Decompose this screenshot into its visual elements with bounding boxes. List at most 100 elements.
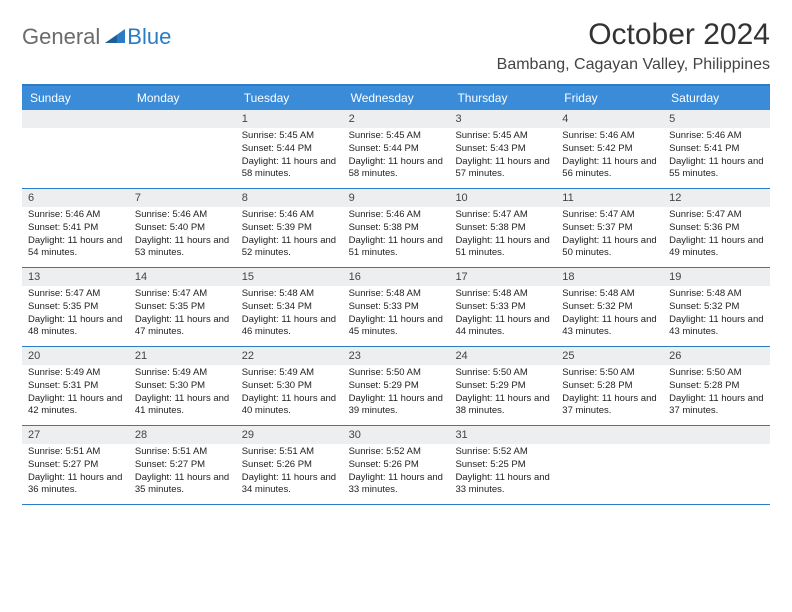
- day-number: 10: [449, 189, 556, 207]
- sunset-text: Sunset: 5:25 PM: [455, 459, 550, 472]
- day-number: [556, 426, 663, 444]
- daylight-text: Daylight: 11 hours and 49 minutes.: [669, 235, 764, 261]
- cell-body: Sunrise: 5:48 AMSunset: 5:33 PMDaylight:…: [449, 286, 556, 343]
- week-row: 27Sunrise: 5:51 AMSunset: 5:27 PMDayligh…: [22, 426, 770, 505]
- calendar-cell: 16Sunrise: 5:48 AMSunset: 5:33 PMDayligh…: [343, 268, 450, 346]
- sunrise-text: Sunrise: 5:48 AM: [455, 288, 550, 301]
- sunset-text: Sunset: 5:41 PM: [28, 222, 123, 235]
- week-row: 20Sunrise: 5:49 AMSunset: 5:31 PMDayligh…: [22, 347, 770, 426]
- day-number: 22: [236, 347, 343, 365]
- cell-body: Sunrise: 5:46 AMSunset: 5:39 PMDaylight:…: [236, 207, 343, 264]
- day-number: 15: [236, 268, 343, 286]
- calendar-cell: [663, 426, 770, 504]
- cell-body: Sunrise: 5:51 AMSunset: 5:27 PMDaylight:…: [22, 444, 129, 501]
- calendar-cell: 8Sunrise: 5:46 AMSunset: 5:39 PMDaylight…: [236, 189, 343, 267]
- cell-body: Sunrise: 5:48 AMSunset: 5:34 PMDaylight:…: [236, 286, 343, 343]
- week-row: 13Sunrise: 5:47 AMSunset: 5:35 PMDayligh…: [22, 268, 770, 347]
- sunset-text: Sunset: 5:33 PM: [349, 301, 444, 314]
- sunrise-text: Sunrise: 5:49 AM: [28, 367, 123, 380]
- calendar-cell: 19Sunrise: 5:48 AMSunset: 5:32 PMDayligh…: [663, 268, 770, 346]
- day-number: 7: [129, 189, 236, 207]
- day-header: Wednesday: [343, 86, 450, 110]
- daylight-text: Daylight: 11 hours and 43 minutes.: [669, 314, 764, 340]
- calendar-cell: 11Sunrise: 5:47 AMSunset: 5:37 PMDayligh…: [556, 189, 663, 267]
- day-number: 5: [663, 110, 770, 128]
- sunrise-text: Sunrise: 5:48 AM: [242, 288, 337, 301]
- sunset-text: Sunset: 5:44 PM: [242, 143, 337, 156]
- cell-body: Sunrise: 5:47 AMSunset: 5:35 PMDaylight:…: [129, 286, 236, 343]
- calendar-cell: 15Sunrise: 5:48 AMSunset: 5:34 PMDayligh…: [236, 268, 343, 346]
- cell-body: Sunrise: 5:50 AMSunset: 5:29 PMDaylight:…: [343, 365, 450, 422]
- calendar-cell: 4Sunrise: 5:46 AMSunset: 5:42 PMDaylight…: [556, 110, 663, 188]
- sunrise-text: Sunrise: 5:47 AM: [669, 209, 764, 222]
- day-header: Thursday: [449, 86, 556, 110]
- sunset-text: Sunset: 5:39 PM: [242, 222, 337, 235]
- daylight-text: Daylight: 11 hours and 56 minutes.: [562, 156, 657, 182]
- day-number: 3: [449, 110, 556, 128]
- calendar-cell: 13Sunrise: 5:47 AMSunset: 5:35 PMDayligh…: [22, 268, 129, 346]
- sunset-text: Sunset: 5:27 PM: [135, 459, 230, 472]
- sunrise-text: Sunrise: 5:48 AM: [669, 288, 764, 301]
- cell-body: Sunrise: 5:51 AMSunset: 5:26 PMDaylight:…: [236, 444, 343, 501]
- day-header: Friday: [556, 86, 663, 110]
- sunrise-text: Sunrise: 5:45 AM: [455, 130, 550, 143]
- sunset-text: Sunset: 5:42 PM: [562, 143, 657, 156]
- sunset-text: Sunset: 5:44 PM: [349, 143, 444, 156]
- calendar-cell: 21Sunrise: 5:49 AMSunset: 5:30 PMDayligh…: [129, 347, 236, 425]
- cell-body: Sunrise: 5:49 AMSunset: 5:30 PMDaylight:…: [236, 365, 343, 422]
- day-number: 23: [343, 347, 450, 365]
- calendar-cell: 17Sunrise: 5:48 AMSunset: 5:33 PMDayligh…: [449, 268, 556, 346]
- daylight-text: Daylight: 11 hours and 55 minutes.: [669, 156, 764, 182]
- calendar-cell: 10Sunrise: 5:47 AMSunset: 5:38 PMDayligh…: [449, 189, 556, 267]
- daylight-text: Daylight: 11 hours and 51 minutes.: [349, 235, 444, 261]
- calendar-cell: 9Sunrise: 5:46 AMSunset: 5:38 PMDaylight…: [343, 189, 450, 267]
- calendar-cell: 20Sunrise: 5:49 AMSunset: 5:31 PMDayligh…: [22, 347, 129, 425]
- day-number: 13: [22, 268, 129, 286]
- daylight-text: Daylight: 11 hours and 34 minutes.: [242, 472, 337, 498]
- sunrise-text: Sunrise: 5:52 AM: [349, 446, 444, 459]
- calendar-cell: 12Sunrise: 5:47 AMSunset: 5:36 PMDayligh…: [663, 189, 770, 267]
- sunrise-text: Sunrise: 5:47 AM: [562, 209, 657, 222]
- calendar-cell: 31Sunrise: 5:52 AMSunset: 5:25 PMDayligh…: [449, 426, 556, 504]
- sunset-text: Sunset: 5:41 PM: [669, 143, 764, 156]
- day-number: 4: [556, 110, 663, 128]
- calendar-cell: [129, 110, 236, 188]
- calendar-cell: 23Sunrise: 5:50 AMSunset: 5:29 PMDayligh…: [343, 347, 450, 425]
- day-number: 8: [236, 189, 343, 207]
- sunset-text: Sunset: 5:38 PM: [455, 222, 550, 235]
- sunrise-text: Sunrise: 5:47 AM: [135, 288, 230, 301]
- daylight-text: Daylight: 11 hours and 33 minutes.: [349, 472, 444, 498]
- sunset-text: Sunset: 5:28 PM: [562, 380, 657, 393]
- cell-body: Sunrise: 5:50 AMSunset: 5:28 PMDaylight:…: [663, 365, 770, 422]
- sunset-text: Sunset: 5:32 PM: [669, 301, 764, 314]
- daylight-text: Daylight: 11 hours and 40 minutes.: [242, 393, 337, 419]
- daylight-text: Daylight: 11 hours and 57 minutes.: [455, 156, 550, 182]
- cell-body: Sunrise: 5:50 AMSunset: 5:29 PMDaylight:…: [449, 365, 556, 422]
- day-number: 17: [449, 268, 556, 286]
- sunrise-text: Sunrise: 5:46 AM: [349, 209, 444, 222]
- day-number: 29: [236, 426, 343, 444]
- cell-body: Sunrise: 5:48 AMSunset: 5:32 PMDaylight:…: [556, 286, 663, 343]
- daylight-text: Daylight: 11 hours and 47 minutes.: [135, 314, 230, 340]
- sunset-text: Sunset: 5:32 PM: [562, 301, 657, 314]
- cell-body: Sunrise: 5:48 AMSunset: 5:33 PMDaylight:…: [343, 286, 450, 343]
- cell-body: Sunrise: 5:52 AMSunset: 5:25 PMDaylight:…: [449, 444, 556, 501]
- sunrise-text: Sunrise: 5:45 AM: [349, 130, 444, 143]
- daylight-text: Daylight: 11 hours and 43 minutes.: [562, 314, 657, 340]
- location-subtitle: Bambang, Cagayan Valley, Philippines: [497, 56, 770, 74]
- daylight-text: Daylight: 11 hours and 54 minutes.: [28, 235, 123, 261]
- day-header: Tuesday: [236, 86, 343, 110]
- sunset-text: Sunset: 5:33 PM: [455, 301, 550, 314]
- sunrise-text: Sunrise: 5:45 AM: [242, 130, 337, 143]
- logo-text-blue: Blue: [127, 24, 171, 50]
- calendar-cell: [556, 426, 663, 504]
- sunset-text: Sunset: 5:35 PM: [135, 301, 230, 314]
- title-block: October 2024 Bambang, Cagayan Valley, Ph…: [497, 18, 770, 74]
- cell-body: Sunrise: 5:47 AMSunset: 5:37 PMDaylight:…: [556, 207, 663, 264]
- sunset-text: Sunset: 5:40 PM: [135, 222, 230, 235]
- daylight-text: Daylight: 11 hours and 46 minutes.: [242, 314, 337, 340]
- cell-body: Sunrise: 5:46 AMSunset: 5:40 PMDaylight:…: [129, 207, 236, 264]
- daylight-text: Daylight: 11 hours and 50 minutes.: [562, 235, 657, 261]
- calendar-cell: 14Sunrise: 5:47 AMSunset: 5:35 PMDayligh…: [129, 268, 236, 346]
- calendar-cell: 28Sunrise: 5:51 AMSunset: 5:27 PMDayligh…: [129, 426, 236, 504]
